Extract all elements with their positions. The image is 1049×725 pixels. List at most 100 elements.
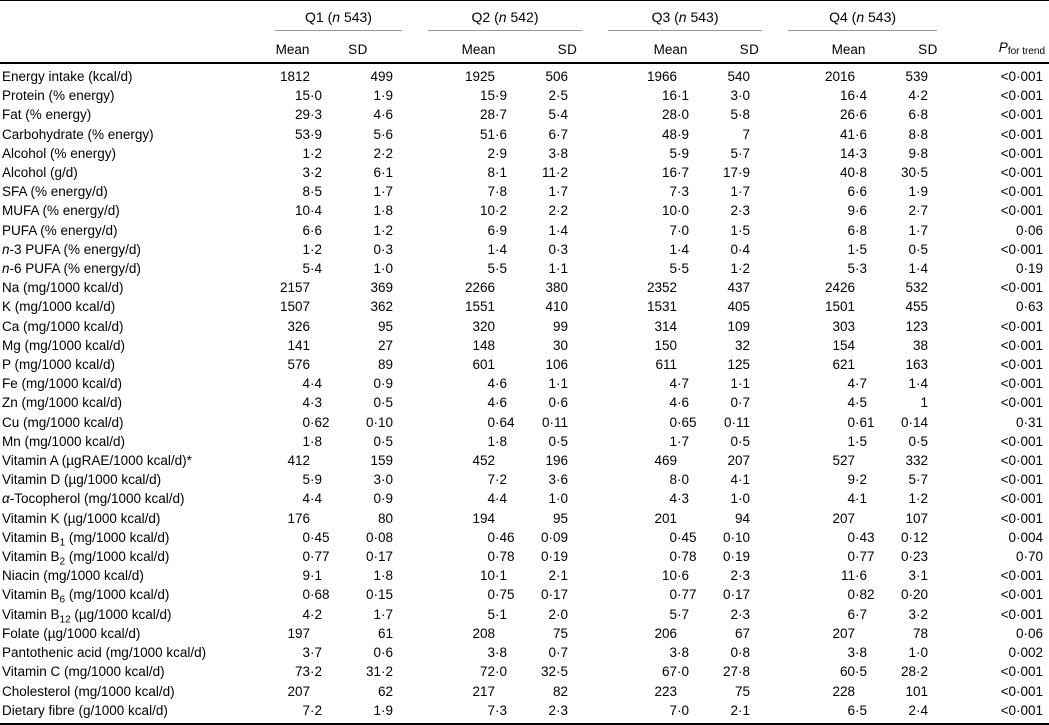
mean-cell: 28·0 [662, 107, 690, 123]
p-value-cell: <0·001 [1000, 88, 1044, 104]
mean-cell: 5·5 [669, 261, 690, 277]
sd-cell: 1·2 [908, 491, 929, 507]
table-row: Mg (mg/1000 kcal/d) 141 27 148 30 150 32 154 38 <… [0, 336, 1049, 355]
sd-cell: 67 [735, 625, 751, 641]
sd-cell: 1·9 [908, 184, 929, 200]
row-label: Fat (% energy) [2, 107, 92, 123]
table-row: Na (mg/1000 kcal/d) 2157 369 2266 380 2352 437… [0, 278, 1049, 297]
sd-cell: 0·3 [373, 241, 394, 257]
mean-cell: 8·5 [302, 184, 323, 200]
sd-cell: 163 [905, 357, 929, 373]
table-row: Vitamin B2 (mg/1000 kcal/d) 0·77 0·17 0·78 0… [0, 547, 1049, 567]
mean-cell: 0·77 [847, 549, 875, 565]
mean-cell: 3·2 [302, 165, 323, 181]
mean-cell: 10·0 [662, 203, 690, 219]
mean-cell: 141 [287, 337, 310, 353]
mean-cell: 6·6 [847, 184, 868, 200]
sd-cell: 0·12 [901, 529, 929, 545]
p-value-cell: <0·001 [1000, 606, 1044, 622]
mean-cell: 15·9 [479, 88, 508, 104]
sd-cell: 0·10 [723, 529, 751, 545]
p-value-cell: <0·001 [1000, 376, 1044, 392]
sd-cell: 107 [905, 510, 929, 526]
sd-cell: 0·5 [908, 241, 929, 257]
sd-cell: 455 [905, 299, 929, 315]
mean-cell: 4·6 [487, 395, 508, 411]
table-row: P (mg/1000 kcal/d) 576 89 601 106 611 125 621 16… [0, 355, 1049, 374]
mean-cell: 0·46 [487, 529, 515, 545]
row-label: Cholesterol (mg/1000 kcal/d) [2, 683, 175, 699]
p-value-cell: 0·06 [1016, 625, 1044, 641]
sd-cell: 2·0 [548, 606, 569, 622]
table-row: n-3 PUFA (% energy/d) 1·2 0·3 1·4 0·3 1·4 0·4 1… [0, 240, 1049, 259]
sd-cell: 11·2 [542, 165, 569, 181]
mean-cell: 40·8 [840, 165, 868, 181]
mean-cell: 4·4 [302, 376, 323, 392]
mean-cell: 2016 [825, 69, 856, 84]
sd-cell: 1·4 [908, 261, 929, 277]
quartile-group-header-q1: Q1 (n 543) [262, 1, 415, 31]
mean-cell: 207 [287, 683, 310, 699]
p-value-cell: <0·001 [1000, 587, 1044, 603]
p-value-cell: <0·001 [1000, 702, 1044, 718]
sd-cell: 94 [735, 510, 751, 526]
sd-cell: 0·9 [373, 376, 394, 392]
sd-cell: 1·4 [908, 376, 929, 392]
sd-cell: 4·2 [908, 88, 929, 104]
p-for-trend-header: Pfor trend [950, 31, 1049, 64]
table-row: PUFA (% energy/d) 6·6 1·2 6·9 1·4 7·0 1·5 6·8 1·… [0, 221, 1049, 240]
mean-column-header-q4: Mean [775, 31, 879, 64]
mean-cell: 8·0 [669, 472, 690, 488]
mean-cell: 223 [654, 683, 678, 699]
mean-cell: 0·45 [669, 529, 697, 545]
sd-cell: 0·14 [901, 414, 929, 430]
mean-cell: 1·4 [487, 241, 508, 257]
sd-cell: 6·7 [548, 126, 569, 142]
sd-cell: 5·4 [548, 107, 569, 123]
table-body: Energy intake (kcal/d) 1812 499 1925 506 1966… [0, 63, 1049, 724]
row-label: Vitamin A (µgRAE/1000 kcal/d)* [2, 453, 192, 469]
table-row: Mn (mg/1000 kcal/d) 1·8 0·5 1·8 0·5 1·7 0·5 1·5… [0, 432, 1049, 451]
mean-cell: 0·45 [302, 529, 330, 545]
sd-cell: 1·0 [373, 261, 394, 277]
mean-cell: 11·6 [841, 568, 868, 584]
row-label: Vitamin B1 (mg/1000 kcal/d) [2, 529, 170, 549]
mean-cell: 0·77 [302, 549, 330, 565]
row-label: Niacin (mg/1000 kcal/d) [2, 568, 144, 584]
p-value-cell: <0·001 [1000, 145, 1044, 161]
sd-cell: 3·0 [730, 88, 751, 104]
sd-cell: 0·17 [541, 587, 569, 603]
mean-cell: 601 [472, 357, 496, 373]
table-row: Cholesterol (mg/1000 kcal/d) 207 62 217 82 22… [0, 682, 1049, 701]
mean-cell: 0·62 [302, 414, 330, 430]
mean-cell: 3·8 [487, 645, 508, 661]
table-row: Folate (µg/1000 kcal/d) 197 61 208 75 206 67 20… [0, 624, 1049, 643]
sd-cell: 1·0 [908, 645, 929, 661]
sd-cell: 27·8 [723, 664, 751, 680]
row-label: α-Tocopherol (mg/1000 kcal/d) [2, 491, 185, 507]
mean-cell: 621 [832, 357, 856, 373]
sd-cell: 332 [905, 453, 929, 469]
sd-cell: 0·8 [730, 645, 751, 661]
sd-cell: 1·9 [373, 702, 394, 718]
sd-cell: 2·1 [548, 568, 569, 584]
mean-cell: 1·2 [302, 145, 323, 161]
sd-column-header-q4: SD [878, 31, 951, 64]
mean-cell: 6·8 [847, 222, 868, 238]
sd-cell: 1·7 [373, 184, 394, 200]
mean-cell: 527 [832, 453, 856, 469]
mean-cell: 10·4 [294, 203, 323, 219]
p-value-cell: <0·001 [1000, 472, 1044, 488]
sd-cell: 0·7 [730, 395, 751, 411]
sd-cell: 0·5 [373, 395, 394, 411]
sd-cell: 362 [370, 299, 394, 315]
row-label: Dietary fibre (g/1000 kcal/d) [2, 702, 168, 718]
sd-cell: 2·5 [548, 88, 569, 104]
table-row: Fe (mg/1000 kcal/d) 4·4 0·9 4·6 1·1 4·7 1·1 4·7… [0, 374, 1049, 393]
mean-cell: 4·2 [302, 606, 323, 622]
quartile-group-header-q2: Q2 (n 542) [415, 1, 595, 31]
row-label-column-spacer [0, 31, 262, 64]
p-value-cell: 0·31 [1016, 414, 1044, 430]
p-value-cell: <0·001 [1000, 568, 1044, 584]
mean-cell: 2·9 [487, 145, 508, 161]
